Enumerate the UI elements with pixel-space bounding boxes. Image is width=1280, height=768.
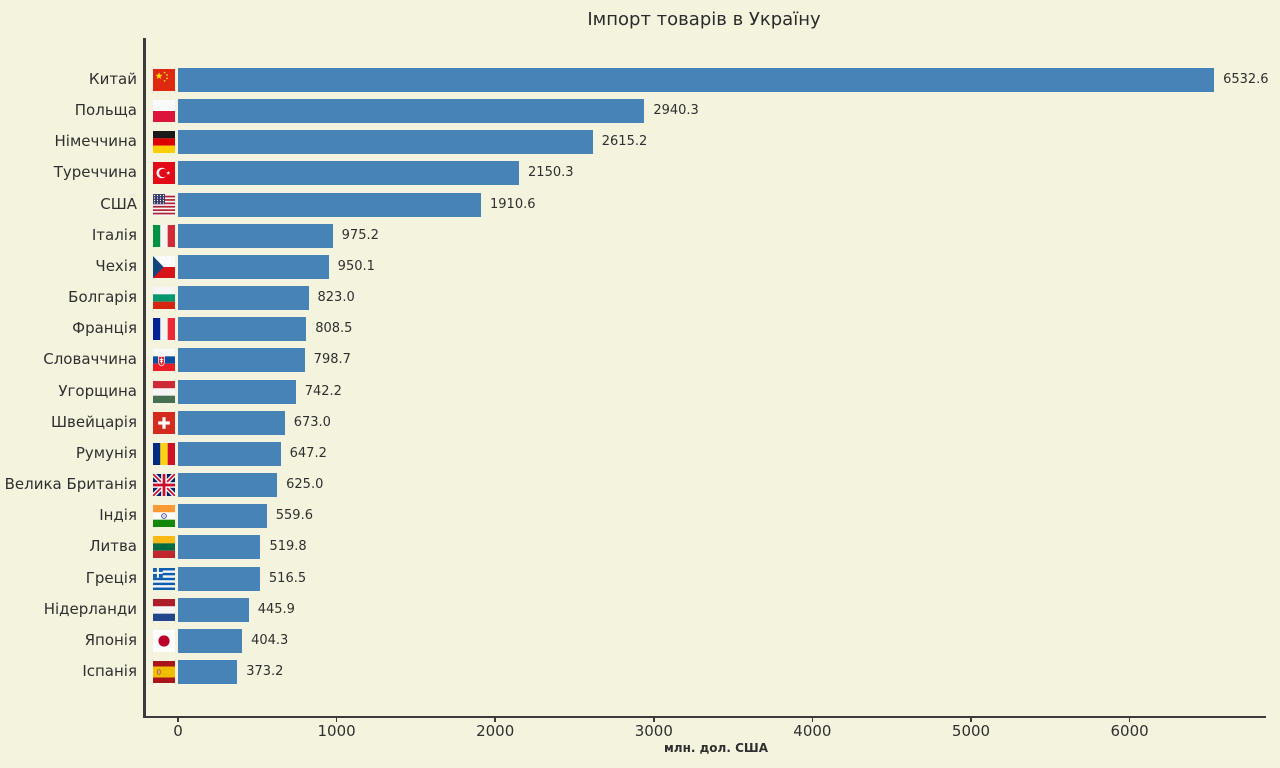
category-label: Іспанія (82, 662, 137, 681)
x-tick-label: 0 (173, 722, 183, 740)
value-label: 625.0 (286, 477, 324, 493)
x-tick-label: 3000 (634, 722, 673, 740)
category-label: Польща (74, 101, 137, 120)
uk-flag-icon (153, 474, 175, 497)
category-label: Словаччина (43, 350, 137, 369)
x-tick-mark (653, 718, 655, 722)
greece-flag-icon (153, 567, 175, 590)
value-label: 808.5 (315, 321, 353, 337)
x-tick-label: 1000 (317, 722, 356, 740)
bar (178, 348, 305, 373)
category-label: Японія (84, 630, 137, 649)
x-tick-mark (335, 718, 338, 722)
value-label: 1910.6 (490, 196, 536, 212)
bar (178, 379, 296, 404)
x-tick-label: 6000 (1110, 722, 1149, 740)
category-label: Франція (72, 319, 137, 338)
value-label: 516.5 (268, 570, 307, 586)
x-tick-mark (970, 718, 972, 722)
bar (178, 68, 1215, 92)
value-label: 975.2 (341, 227, 379, 243)
x-tick-label: 5000 (951, 722, 991, 740)
japan-flag-icon (153, 629, 175, 652)
bar (178, 161, 519, 186)
value-label: 2615.2 (601, 134, 648, 150)
value-label: 559.6 (275, 508, 313, 524)
category-label: Велика Британія (4, 475, 137, 494)
category-label: Чехія (95, 256, 137, 275)
france-flag-icon (153, 318, 175, 341)
bar (178, 317, 307, 342)
value-label: 6532.6 (1223, 72, 1269, 87)
y-axis-line (143, 38, 146, 718)
x-tick-label: 4000 (793, 722, 832, 740)
category-label: Угорщина (58, 381, 137, 400)
x-tick-mark (494, 718, 496, 722)
value-label: 673.0 (293, 414, 331, 430)
category-label: США (100, 194, 137, 213)
bar (178, 410, 285, 435)
x-tick-mark (177, 718, 179, 722)
category-label: Швейцарія (51, 412, 137, 431)
category-label: Німеччина (54, 132, 137, 151)
category-label: Болгарія (68, 288, 137, 307)
category-label: Туреччина (53, 163, 137, 182)
bar (178, 628, 243, 653)
category-label: Литва (89, 537, 137, 556)
category-label: Індія (99, 506, 137, 525)
value-label: 647.2 (289, 445, 327, 461)
x-tick-label: 2000 (476, 722, 515, 740)
value-label: 2150.3 (528, 165, 574, 181)
hungary-flag-icon (153, 380, 175, 403)
category-label: Нідерланди (43, 599, 137, 618)
bar (178, 441, 281, 466)
poland-flag-icon (153, 100, 175, 123)
bar (178, 286, 309, 311)
category-label: Китай (88, 70, 137, 88)
bar (178, 535, 261, 560)
bar (178, 660, 238, 685)
switzerland-flag-icon (153, 411, 175, 434)
chart-title: Імпорт товарів в Україну (587, 9, 821, 30)
x-axis-label: млн. дол. США (663, 741, 769, 755)
lithuania-flag-icon (153, 536, 175, 559)
category-label: Італія (91, 225, 137, 244)
italy-flag-icon (153, 224, 175, 247)
value-label: 798.7 (313, 352, 351, 368)
category-label: Румунія (75, 443, 137, 462)
bar (178, 99, 645, 124)
value-label: 445.9 (257, 601, 295, 617)
slovakia-flag-icon (153, 349, 175, 372)
bar (178, 597, 249, 622)
x-tick-mark (1128, 718, 1131, 722)
x-axis-line (143, 715, 1266, 718)
czechia-flag-icon (153, 255, 175, 278)
value-label: 950.1 (337, 258, 375, 274)
turkey-flag-icon (153, 162, 175, 185)
spain-flag-icon (153, 661, 175, 684)
bulgaria-flag-icon (153, 287, 175, 310)
value-label: 2940.3 (653, 103, 699, 119)
value-label: 823.0 (317, 290, 355, 306)
china-flag-icon (153, 69, 175, 91)
category-label: Греція (85, 568, 137, 587)
value-label: 519.8 (269, 539, 307, 555)
netherlands-flag-icon (153, 598, 175, 621)
bar (178, 566, 260, 591)
bar (178, 254, 329, 279)
usa-flag-icon (153, 193, 175, 216)
germany-flag-icon (153, 131, 175, 154)
romania-flag-icon (153, 442, 175, 465)
bar (178, 473, 278, 498)
value-label: 742.2 (304, 383, 342, 399)
bar (178, 192, 481, 217)
india-flag-icon (153, 505, 175, 528)
bar (178, 130, 593, 155)
value-label: 404.3 (251, 632, 289, 648)
x-tick-mark (811, 718, 814, 722)
bar (178, 504, 267, 529)
value-label: 373.2 (246, 664, 284, 680)
bar (178, 223, 333, 248)
